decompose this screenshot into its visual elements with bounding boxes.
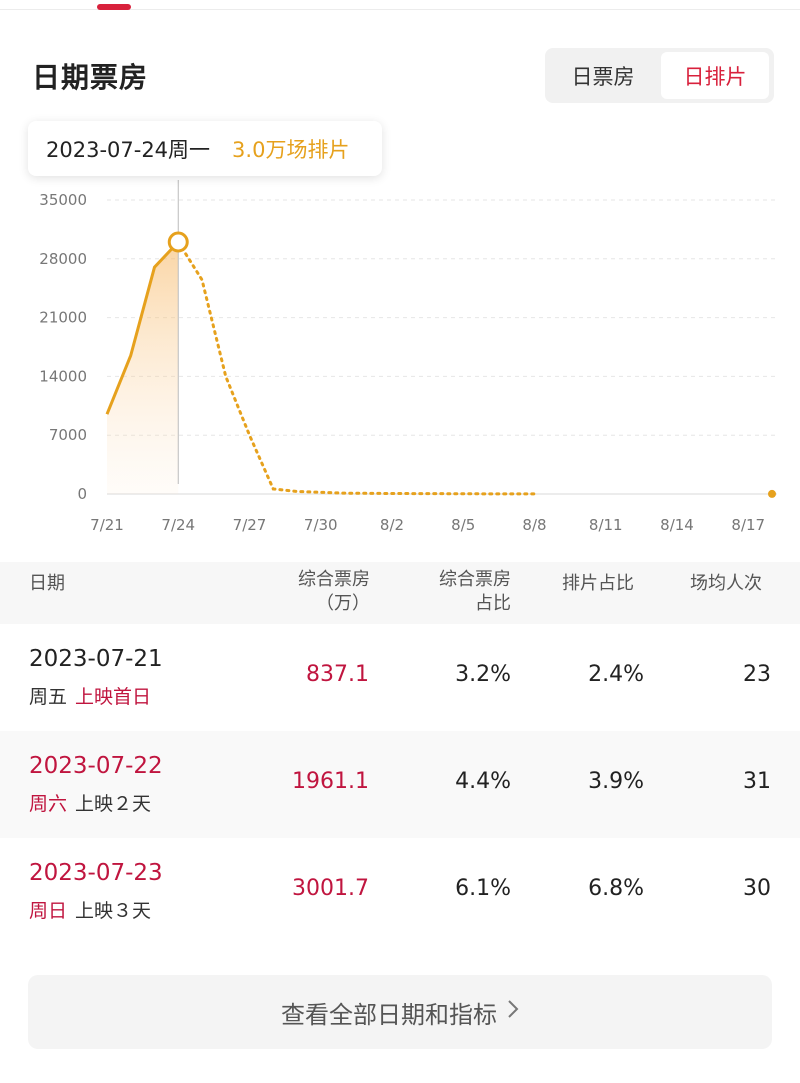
daily-screenings-tab[interactable]: 日排片	[661, 52, 769, 99]
y-tick-label: 28000	[39, 250, 87, 268]
chart-tooltip: 2023-07-24周一 3.0万场排片	[28, 121, 382, 176]
header-box-office-line1: 综合票房	[298, 569, 370, 590]
header-box-office: 综合票房 （万）	[290, 568, 370, 616]
row-subtitle: 周五 上映首日	[29, 682, 151, 709]
row-avg-attendance: 30	[743, 876, 771, 901]
row-box-office: 1961.1	[292, 769, 369, 794]
tab-indicator	[97, 4, 131, 10]
tooltip-date: 2023-07-24周一	[46, 137, 211, 162]
x-tick-label: 8/14	[660, 516, 694, 534]
row-box-office: 3001.7	[292, 876, 369, 901]
header-screening-share: 排片占比	[562, 573, 634, 594]
row-date: 2023-07-23	[29, 860, 163, 886]
highlight-point	[167, 231, 189, 253]
metric-toggle: 日票房 日排片	[545, 48, 774, 103]
top-divider	[0, 9, 800, 10]
row-avg-attendance: 23	[743, 662, 771, 687]
x-tick-label: 8/17	[731, 516, 765, 534]
actual-series-line	[105, 240, 180, 415]
section-title: 日期票房	[32, 61, 149, 94]
x-tick-label: 8/2	[380, 516, 404, 534]
forecast-series-line	[176, 240, 536, 496]
table-header: 日期 综合票房 （万） 综合票房 占比 排片占比 场均人次	[0, 562, 800, 624]
table-row[interactable]: 2023-07-22 周六 上映２天 1961.1 4.4% 3.9% 31	[0, 731, 800, 838]
y-tick-label: 7000	[49, 426, 87, 444]
table-row[interactable]: 2023-07-21 周五 上映首日 837.1 3.2% 2.4% 23	[0, 624, 800, 731]
row-weekday: 周日	[29, 900, 68, 922]
header-box-share-line1: 综合票房	[439, 569, 511, 590]
tooltip-value: 3.0万场排片	[232, 137, 350, 162]
actual-area	[107, 242, 179, 494]
view-all-label: 查看全部日期和指标	[281, 1000, 497, 1029]
y-tick-label: 21000	[39, 309, 87, 327]
y-tick-label: 0	[77, 485, 87, 503]
y-tick-label: 35000	[39, 191, 87, 209]
row-release-note: 上映首日	[75, 686, 152, 708]
row-screening-share: 6.8%	[588, 876, 644, 901]
y-tick-label: 14000	[39, 367, 87, 385]
row-weekday: 周六	[29, 793, 68, 815]
row-avg-attendance: 31	[743, 769, 771, 794]
row-box-office: 837.1	[306, 662, 369, 687]
x-tick-label: 8/8	[522, 516, 546, 534]
header-box-share: 综合票房 占比	[431, 568, 511, 616]
row-weekday: 周五	[29, 686, 68, 708]
header-box-share-line2: 占比	[475, 593, 511, 614]
row-release-note: 上映３天	[75, 900, 152, 922]
chevron-right-icon	[507, 999, 519, 1025]
row-box-share: 6.1%	[455, 876, 511, 901]
x-tick-label: 7/30	[304, 516, 338, 534]
view-all-button[interactable]: 查看全部日期和指标	[28, 975, 772, 1049]
table-row[interactable]: 2023-07-23 周日 上映３天 3001.7 6.1% 6.8% 30	[0, 838, 800, 945]
row-screening-share: 3.9%	[588, 769, 644, 794]
x-tick-label: 8/5	[451, 516, 475, 534]
x-tick-label: 7/24	[161, 516, 195, 534]
row-release-note: 上映２天	[75, 793, 152, 815]
row-date: 2023-07-21	[29, 646, 163, 672]
header-box-office-line2: （万）	[316, 593, 370, 614]
header-avg-attendance: 场均人次	[690, 573, 762, 594]
row-subtitle: 周日 上映３天	[29, 896, 151, 923]
data-point	[768, 489, 776, 498]
row-box-share: 3.2%	[455, 662, 511, 687]
row-screening-share: 2.4%	[588, 662, 644, 687]
x-tick-label: 7/27	[233, 516, 267, 534]
row-date: 2023-07-22	[29, 753, 163, 779]
row-box-share: 4.4%	[455, 769, 511, 794]
x-tick-label: 8/11	[589, 516, 623, 534]
x-tick-label: 7/21	[90, 516, 124, 534]
daily-box-office-tab[interactable]: 日票房	[571, 64, 635, 89]
screenings-line-chart[interactable]: 35000 28000 21000 14000 7000 07/21 7/24 7/27 7/3…	[0, 180, 800, 540]
row-subtitle: 周六 上映２天	[29, 789, 151, 816]
header-date: 日期	[29, 573, 65, 594]
